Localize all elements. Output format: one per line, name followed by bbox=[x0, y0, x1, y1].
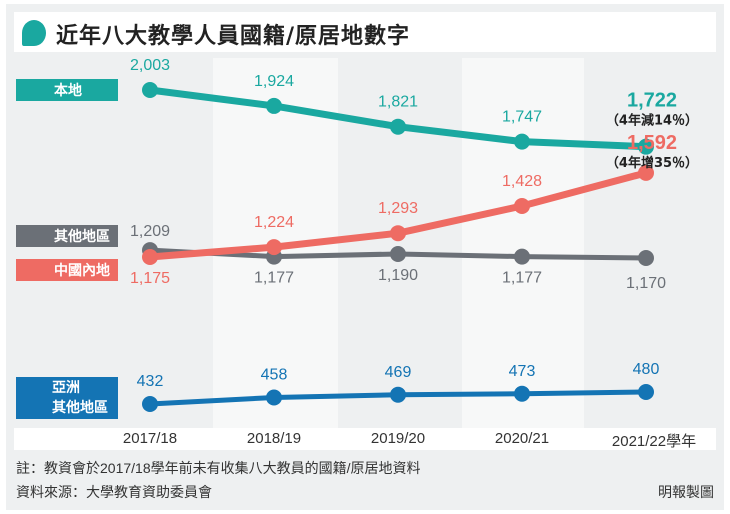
data-point-asia bbox=[266, 389, 282, 406]
data-label-asia: 473 bbox=[509, 363, 536, 380]
data-point-mainland bbox=[266, 239, 282, 256]
x-axis: 2017/18 2018/19 2019/20 2020/21 2021/22學… bbox=[14, 428, 716, 450]
footnote: 註：教資會於2017/18學年前未有收集八大教員的國籍/原居地資料 bbox=[16, 460, 421, 476]
data-point-asia bbox=[142, 396, 158, 412]
data-label-local: 1,722 bbox=[627, 90, 677, 112]
data-label-local: 2,003 bbox=[130, 57, 170, 74]
speech-bubble-icon bbox=[22, 20, 46, 46]
annotation-local: （4年減14％） bbox=[606, 113, 698, 129]
data-label-other: 1,177 bbox=[254, 270, 294, 287]
x-tick-label: 2020/21 bbox=[494, 430, 550, 447]
chart-title: 近年八大教學人員國籍/原居地數字 bbox=[56, 23, 411, 49]
data-label-other: 1,170 bbox=[626, 275, 666, 292]
data-label-local: 1,924 bbox=[254, 73, 294, 90]
column-band bbox=[462, 58, 584, 428]
data-point-asia bbox=[390, 386, 406, 403]
data-label-asia: 432 bbox=[137, 373, 164, 390]
data-label-asia: 480 bbox=[633, 361, 660, 378]
data-label-mainland: 1,224 bbox=[254, 214, 294, 231]
legend-other: 其他地區 bbox=[16, 225, 118, 247]
legend-asia: 亞洲 其他地區 bbox=[16, 377, 118, 419]
legend-local: 本地 bbox=[16, 79, 118, 101]
data-label-asia: 458 bbox=[261, 367, 288, 384]
legend-asia-line1: 亞洲 bbox=[52, 379, 80, 395]
data-label-local: 1,821 bbox=[378, 94, 418, 111]
data-label-mainland: 1,293 bbox=[378, 200, 418, 217]
x-tick-label: 2018/19 bbox=[246, 430, 302, 447]
data-point-other bbox=[638, 250, 654, 267]
data-point-mainland bbox=[390, 225, 406, 242]
x-tick-label: 2021/22學年 bbox=[611, 433, 697, 450]
data-point-mainland bbox=[142, 249, 158, 265]
data-point-local bbox=[638, 138, 654, 155]
data-label-other: 1,177 bbox=[502, 270, 542, 287]
data-point-mainland bbox=[638, 164, 654, 181]
data-label-local: 1,747 bbox=[502, 109, 542, 126]
data-label-other: 1,190 bbox=[378, 267, 418, 284]
data-point-local bbox=[142, 81, 158, 98]
data-point-local bbox=[390, 118, 406, 135]
credit: 明報製圖 bbox=[658, 484, 714, 500]
legend-asia-line2: 其他地區 bbox=[52, 399, 108, 415]
source: 資料來源：大學教育資助委員會 bbox=[16, 484, 212, 500]
legend-mainland: 中國內地 bbox=[16, 259, 118, 281]
annotation-mainland: （4年增35％） bbox=[606, 155, 698, 171]
x-tick-label: 2019/20 bbox=[370, 430, 426, 447]
title-bar: 近年八大教學人員國籍/原居地數字 bbox=[14, 12, 716, 52]
data-point-other bbox=[390, 245, 406, 262]
data-point-local bbox=[514, 133, 530, 150]
data-point-asia bbox=[514, 385, 530, 402]
data-point-mainland bbox=[514, 197, 530, 214]
x-tick-label: 2017/18 bbox=[122, 430, 178, 447]
data-label-other: 1,209 bbox=[130, 223, 170, 240]
data-point-local bbox=[266, 97, 282, 114]
data-point-asia bbox=[638, 384, 654, 400]
column-band bbox=[584, 58, 716, 428]
data-label-asia: 469 bbox=[385, 364, 412, 381]
data-point-other bbox=[514, 248, 530, 265]
data-label-mainland: 1,592 bbox=[627, 132, 677, 154]
data-label-mainland: 1,175 bbox=[130, 270, 170, 287]
data-label-mainland: 1,428 bbox=[502, 173, 542, 190]
